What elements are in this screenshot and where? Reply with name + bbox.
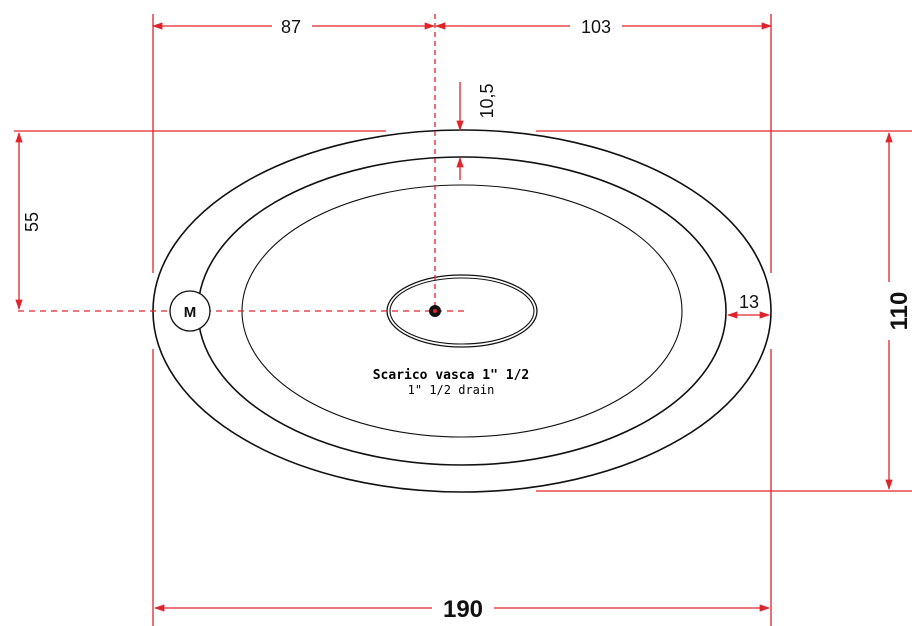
dim-87-text: 87 [281, 17, 301, 37]
drain-center [429, 305, 441, 317]
dimension-lines [14, 14, 912, 626]
dim-10-5-text: 10,5 [477, 83, 497, 118]
dim-103-text: 103 [581, 17, 611, 37]
dim-13-text: 13 [739, 292, 759, 312]
drain-label-italian: Scarico vasca 1" 1/2 [373, 368, 530, 383]
drain-dot-mark [433, 309, 437, 313]
drain-inner [389, 277, 535, 345]
mixer-marker: M [169, 290, 211, 332]
dim-190-text: 190 [443, 596, 483, 623]
marker-circle [169, 290, 211, 332]
dim-55-text: 55 [22, 212, 42, 232]
dim-110-text: 110 [886, 292, 912, 331]
drain-label-english: 1" 1/2 drain [408, 383, 495, 397]
marker-letter: M [184, 304, 197, 321]
